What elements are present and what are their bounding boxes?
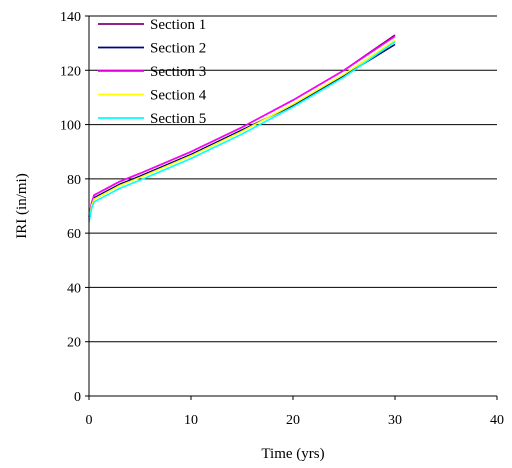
legend-label: Section 3 <box>150 64 206 80</box>
series-lines <box>88 34 396 223</box>
y-tick-label: 20 <box>67 336 81 351</box>
x-tick-label: 0 <box>86 413 93 428</box>
series-line-5 <box>88 41 396 223</box>
plot-area <box>89 16 497 396</box>
x-tick-label: 10 <box>184 413 198 428</box>
y-tick-label: 0 <box>74 390 81 405</box>
series-line-4 <box>88 39 396 220</box>
x-axis-ticks: 0 10 20 30 40 <box>86 396 504 428</box>
y-tick-label: 80 <box>67 173 81 188</box>
legend-label: Section 1 <box>150 17 206 33</box>
y-tick-label: 120 <box>60 64 81 79</box>
x-tick-label: 30 <box>388 413 402 428</box>
x-tick-label: 20 <box>286 413 300 428</box>
y-axis-label: IRI (in/mi) <box>14 173 30 238</box>
legend-label: Section 4 <box>150 88 207 104</box>
legend: Section 1 Section 2 Section 3 Section 4 Sect… <box>98 17 207 127</box>
y-tick-label: 140 <box>60 10 81 25</box>
series-line-3 <box>88 35 396 218</box>
y-tick-label: 100 <box>60 119 81 134</box>
legend-label: Section 2 <box>150 41 206 57</box>
x-tick-label: 40 <box>490 413 504 428</box>
gridlines <box>89 15 497 343</box>
y-tick-label: 60 <box>67 227 81 242</box>
legend-label: Section 5 <box>150 111 206 127</box>
y-axis-ticks: 0 20 40 60 80 100 120 140 <box>60 10 89 405</box>
y-tick-label: 40 <box>67 281 81 296</box>
x-axis-label: Time (yrs) <box>261 446 324 462</box>
